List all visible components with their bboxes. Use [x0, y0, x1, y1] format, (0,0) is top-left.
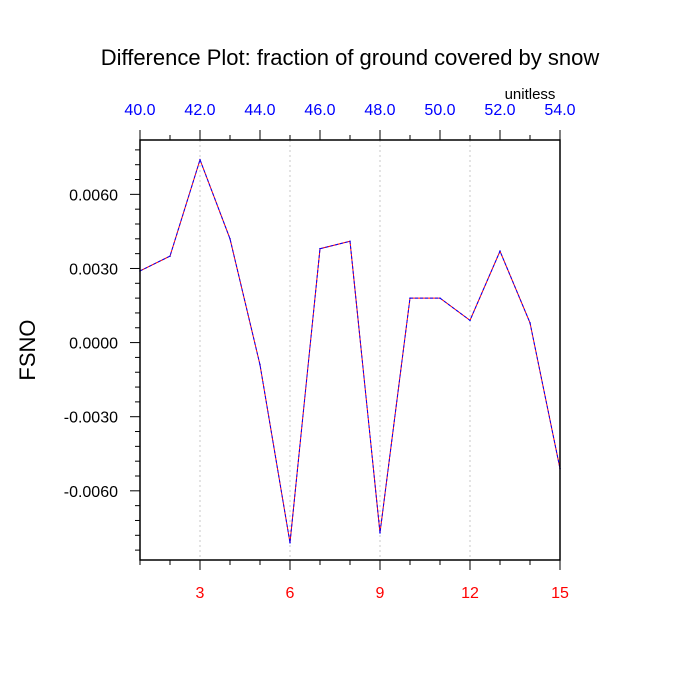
data-point-8 [349, 240, 351, 243]
data-point-5 [259, 364, 261, 366]
data-point-3 [199, 158, 201, 161]
data-point-13 [499, 250, 501, 252]
bottom-tick-label: 6 [286, 585, 295, 602]
bottom-tick-label: 9 [376, 585, 385, 602]
data-point-4 [229, 238, 231, 240]
top-tick-label: 54.0 [544, 102, 575, 119]
left-tick-label: -0.0030 [64, 410, 118, 427]
top-tick-label: 50.0 [424, 102, 455, 119]
bottom-tick-label: 3 [196, 585, 205, 602]
left-tick-label: 0.0030 [69, 261, 118, 278]
data-point-6 [289, 541, 291, 544]
axis-tick-labels: 3 6 9 12 15 40.0 42.0 44.0 46.0 48.0 50.0 52.0 54.0 0… [64, 102, 576, 602]
vertical-gridlines [199, 140, 471, 560]
bottom-tick-label: 15 [551, 585, 569, 602]
top-tick-label: 52.0 [484, 102, 515, 119]
data-point-14 [529, 322, 531, 324]
plot-border [139, 139, 561, 561]
y-axis-label: FSNO [15, 319, 40, 380]
data-point-7 [319, 247, 321, 250]
series-line-1 [139, 158, 561, 543]
bottom-tick-label: 12 [461, 585, 479, 602]
top-tick-label: 48.0 [364, 102, 395, 119]
top-axis-units-label: unitless [505, 86, 556, 103]
top-tick-label: 46.0 [304, 102, 335, 119]
top-tick-label: 44.0 [244, 102, 275, 119]
top-tick-label: 42.0 [184, 102, 215, 119]
data-point-12 [469, 319, 471, 322]
axis-ticks [130, 130, 561, 570]
data-point-2 [169, 255, 171, 257]
left-tick-label: 0.0000 [69, 336, 118, 353]
left-tick-label: 0.0060 [69, 187, 118, 204]
data-point-10 [409, 297, 411, 299]
top-tick-label: 40.0 [124, 102, 155, 119]
chart-title: Difference Plot: fraction of ground cove… [101, 45, 600, 70]
data-point-9 [379, 532, 381, 534]
data-point-11 [439, 297, 441, 299]
series-lines [139, 158, 561, 544]
series-line-dash-1 [139, 158, 561, 543]
plot-frame [139, 139, 561, 561]
left-tick-label: -0.0060 [64, 484, 118, 501]
